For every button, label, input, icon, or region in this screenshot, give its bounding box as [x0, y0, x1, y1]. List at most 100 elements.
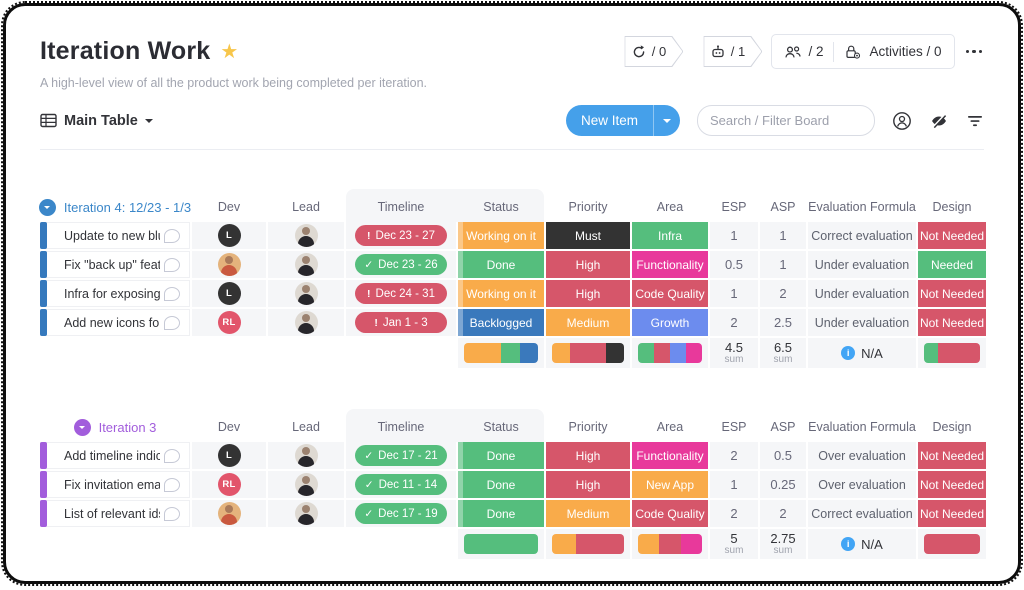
esp-cell[interactable]: 1 [710, 471, 758, 498]
avatar-photo[interactable] [294, 282, 318, 305]
priority-cell[interactable]: High [546, 442, 630, 469]
avatar-photo[interactable] [294, 444, 318, 467]
favorite-star-icon[interactable]: ★ [220, 40, 239, 63]
design-summary[interactable] [918, 529, 986, 559]
avatar-initials[interactable]: RL [217, 311, 241, 334]
esp-sum[interactable]: 5 sum [710, 529, 758, 559]
new-item-dropdown[interactable] [653, 105, 680, 136]
board-menu-ellipsis[interactable] [964, 44, 985, 60]
dev-cell[interactable]: L [192, 442, 266, 469]
status-cell[interactable]: Done [458, 442, 544, 469]
design-summary[interactable] [918, 338, 986, 368]
column-header-status[interactable]: Status [483, 420, 519, 434]
board-members[interactable]: / 2 [784, 44, 823, 60]
area-cell[interactable]: Code Quality [632, 280, 708, 307]
timeline-cell[interactable]: ! Jan 1 - 3 [346, 309, 456, 336]
automations-badge[interactable]: / 1 [703, 36, 763, 67]
priority-cell[interactable]: Medium [546, 309, 630, 336]
status-cell[interactable]: Working on it [458, 280, 544, 307]
item-name[interactable]: Update to new blu... [64, 228, 160, 243]
column-header-lead[interactable]: Lead [292, 420, 320, 434]
timeline-cell[interactable]: ✓ Dec 17 - 21 [346, 442, 456, 469]
column-header-timeline[interactable]: Timeline [377, 420, 425, 434]
area-cell[interactable]: Infra [632, 222, 708, 249]
priority-cell[interactable]: Must [546, 222, 630, 249]
lead-cell[interactable] [268, 442, 344, 469]
avatar-photo[interactable] [294, 473, 318, 496]
asp-cell[interactable]: 1 [760, 222, 806, 249]
chat-bubble-icon[interactable] [164, 477, 180, 492]
item-name-cell[interactable]: Fix "back up" feat... [40, 251, 190, 278]
esp-cell[interactable]: 2 [710, 500, 758, 527]
column-header-status[interactable]: Status [483, 200, 519, 214]
dev-cell[interactable]: L [192, 280, 266, 307]
column-header-asp[interactable]: ASP [770, 420, 796, 434]
column-header-esp[interactable]: ESP [721, 420, 747, 434]
dev-cell[interactable]: L [192, 222, 266, 249]
status-summary[interactable] [458, 529, 544, 559]
group-title[interactable]: Iteration 4: 12/23 - 1/3 [38, 198, 191, 216]
item-name[interactable]: Add timeline indic... [64, 448, 160, 463]
item-name-cell[interactable]: Update to new blu... [40, 222, 190, 249]
person-filter-button[interactable] [892, 111, 912, 131]
chat-bubble-icon[interactable] [164, 506, 180, 521]
evaluation-cell[interactable]: Under evaluation [808, 251, 916, 278]
esp-cell[interactable]: 1 [710, 222, 758, 249]
new-item-button[interactable]: New Item [580, 113, 638, 128]
asp-cell[interactable]: 2 [760, 500, 806, 527]
group-title[interactable]: Iteration 3 [40, 418, 190, 436]
priority-cell[interactable]: High [546, 471, 630, 498]
lead-cell[interactable] [268, 309, 344, 336]
avatar-initials[interactable]: L [217, 444, 241, 467]
column-header-esp[interactable]: ESP [721, 200, 747, 214]
area-cell[interactable]: Functionality [632, 251, 708, 278]
dev-cell[interactable]: RL [192, 471, 266, 498]
dev-cell[interactable] [192, 500, 266, 527]
area-summary[interactable] [632, 338, 708, 368]
lead-cell[interactable] [268, 280, 344, 307]
priority-summary[interactable] [546, 529, 630, 559]
item-name[interactable]: Fix "back up" feat... [64, 257, 160, 272]
hide-columns-button[interactable] [929, 112, 949, 130]
column-header-area[interactable]: Area [656, 200, 684, 214]
column-header-lead[interactable]: Lead [292, 200, 320, 214]
item-name-cell[interactable]: Infra for exposing ... [40, 280, 190, 307]
asp-cell[interactable]: 2 [760, 280, 806, 307]
esp-sum[interactable]: 4.5 sum [710, 338, 758, 368]
dev-cell[interactable]: RL [192, 309, 266, 336]
avatar-photo[interactable] [294, 311, 318, 334]
asp-sum[interactable]: 2.75 sum [760, 529, 806, 559]
status-cell[interactable]: Working on it [458, 222, 544, 249]
evaluation-summary[interactable]: i N/A [808, 529, 916, 559]
evaluation-cell[interactable]: Correct evaluation [808, 500, 916, 527]
design-cell[interactable]: Not Needed [918, 500, 986, 527]
timeline-cell[interactable]: ✓ Dec 11 - 14 [346, 471, 456, 498]
chat-bubble-icon[interactable] [164, 448, 180, 463]
chat-bubble-icon[interactable] [164, 257, 180, 272]
item-name-cell[interactable]: Add new icons for... [40, 309, 190, 336]
priority-summary[interactable] [546, 338, 630, 368]
avatar-photo[interactable] [294, 224, 318, 247]
view-tab-main-table[interactable]: Main Table [40, 113, 153, 129]
design-cell[interactable]: Not Needed [918, 280, 986, 307]
item-name-cell[interactable]: List of relevant ids... [40, 500, 190, 527]
evaluation-cell[interactable]: Under evaluation [808, 309, 916, 336]
chat-bubble-icon[interactable] [164, 315, 180, 330]
column-header-evaluation[interactable]: Evaluation Formula [808, 420, 916, 434]
evaluation-cell[interactable]: Under evaluation [808, 280, 916, 307]
design-cell[interactable]: Not Needed [918, 442, 986, 469]
priority-cell[interactable]: High [546, 251, 630, 278]
evaluation-cell[interactable]: Correct evaluation [808, 222, 916, 249]
column-header-evaluation[interactable]: Evaluation Formula [808, 200, 916, 214]
asp-sum[interactable]: 6.5 sum [760, 338, 806, 368]
evaluation-cell[interactable]: Over evaluation [808, 471, 916, 498]
collapse-group-icon[interactable] [73, 418, 91, 436]
area-cell[interactable]: New App [632, 471, 708, 498]
priority-cell[interactable]: Medium [546, 500, 630, 527]
lead-cell[interactable] [268, 251, 344, 278]
design-cell[interactable]: Not Needed [918, 471, 986, 498]
design-cell[interactable]: Not Needed [918, 309, 986, 336]
avatar-initials[interactable]: RL [217, 473, 241, 496]
item-name[interactable]: Fix invitation emai... [64, 477, 160, 492]
column-header-asp[interactable]: ASP [770, 200, 796, 214]
